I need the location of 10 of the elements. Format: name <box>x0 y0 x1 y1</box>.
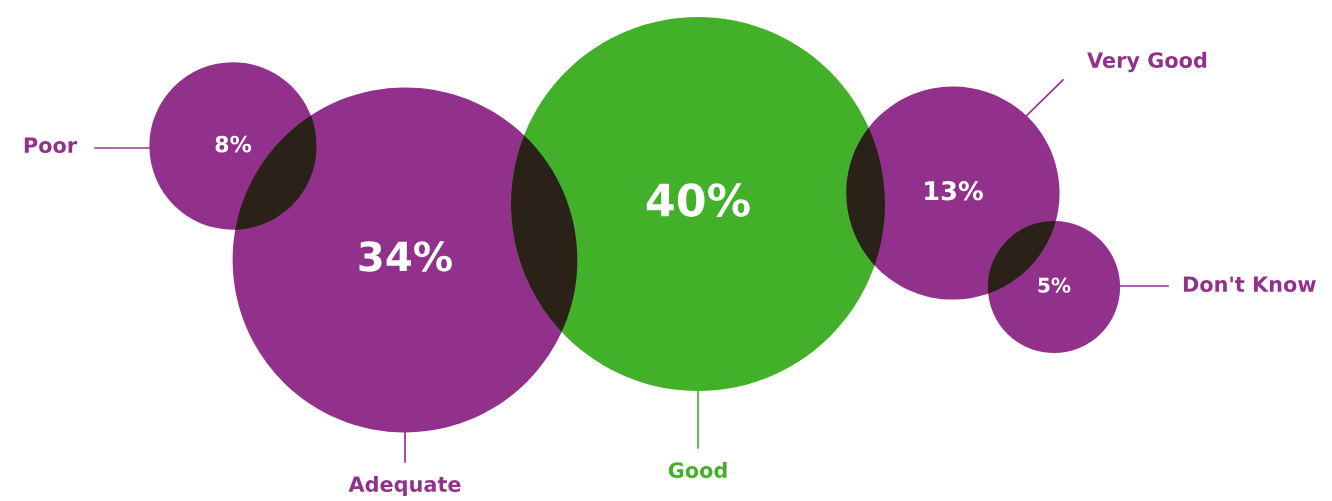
data-label: 40% <box>646 183 750 217</box>
data-label: 34% <box>359 241 452 272</box>
category-label: Adequate <box>348 475 461 497</box>
category-label: Poor <box>24 137 78 154</box>
category-label: Don't Know <box>1183 276 1316 293</box>
data-label: 13% <box>925 181 983 201</box>
category-label: Good <box>668 461 727 479</box>
category-label: Very Good <box>1087 51 1207 73</box>
data-label: 8% <box>215 135 252 153</box>
data-label: 5% <box>1038 277 1071 293</box>
